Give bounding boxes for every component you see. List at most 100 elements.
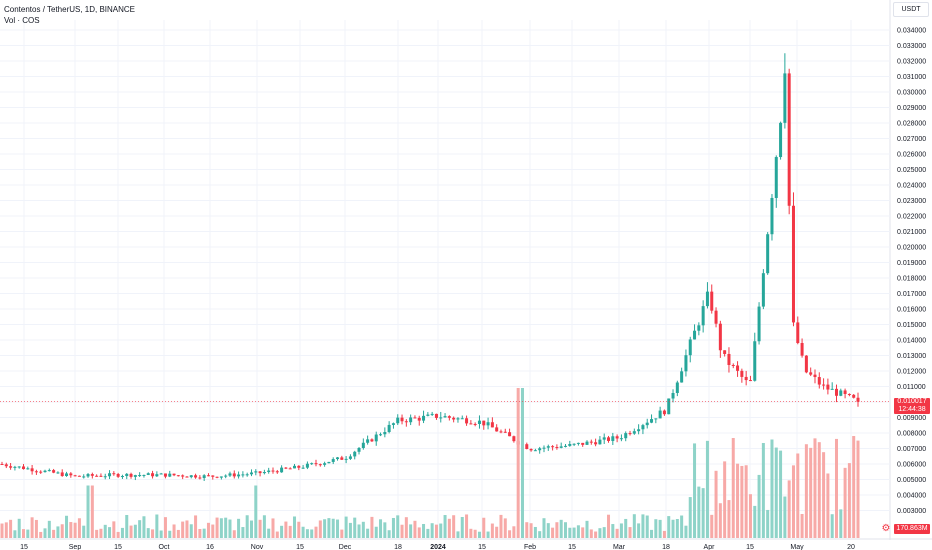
volume-bar — [766, 509, 770, 538]
candle-body — [52, 470, 56, 473]
price-tick-label: 0.009000 — [897, 415, 926, 422]
candle-body — [559, 446, 563, 448]
volume-bar — [499, 514, 503, 538]
price-tick-label: 0.014000 — [897, 338, 926, 345]
candle-body — [159, 473, 163, 475]
volume-bar — [336, 519, 340, 538]
volume-bar — [383, 522, 387, 538]
price-tick-label: 0.008000 — [897, 431, 926, 438]
volume-bar — [508, 530, 512, 538]
symbol-title[interactable]: Contentos / TetherUS, 1D, BINANCE — [4, 5, 136, 14]
candle-body — [275, 471, 279, 473]
time-tick-label: 15 — [478, 544, 486, 550]
volume-bar — [249, 520, 253, 538]
candle-body — [774, 157, 778, 198]
volume-bar — [13, 530, 17, 538]
candle-body — [34, 471, 38, 473]
volume-bar — [753, 505, 757, 538]
currency-button[interactable]: USDT — [893, 2, 929, 17]
candle-body — [43, 470, 47, 473]
volume-bar — [52, 529, 56, 538]
candle-body — [645, 422, 649, 426]
volume-bar — [258, 519, 262, 538]
time-tick-label: 16 — [206, 544, 214, 550]
candle-body — [796, 322, 800, 344]
volume-bar — [658, 519, 662, 538]
candle-body — [581, 442, 585, 445]
candle-body — [834, 388, 838, 396]
candle-body — [813, 374, 817, 378]
price-tick-label: 0.004000 — [897, 493, 926, 500]
volume-bar — [129, 525, 133, 538]
volume-bar — [555, 522, 559, 538]
time-tick-label: 18 — [662, 544, 670, 550]
candle-body — [185, 476, 189, 478]
legend: Contentos / TetherUS, 1D, BINANCE Vol · … — [4, 4, 135, 26]
candle-body — [822, 384, 826, 386]
volume-bar — [680, 515, 684, 538]
candle-body — [17, 466, 21, 468]
candle-body — [791, 205, 795, 323]
volume-bar — [318, 520, 322, 538]
candle-body — [495, 427, 499, 432]
candle-body — [589, 441, 593, 443]
volume-bar — [232, 530, 236, 538]
candle-body — [344, 458, 348, 460]
volume-bar — [473, 529, 477, 538]
price-tick-label: 0.023000 — [897, 198, 926, 205]
volume-bar — [826, 473, 830, 538]
candle-body — [374, 434, 378, 442]
volume-bar — [99, 528, 103, 538]
candle-body — [65, 473, 69, 477]
volume-bar — [482, 517, 486, 538]
volume-bar — [267, 528, 271, 538]
candle-body — [611, 436, 615, 441]
volume-bar — [701, 488, 705, 538]
candle-body — [219, 476, 223, 478]
volume-legend[interactable]: Vol · COS — [4, 16, 40, 25]
volume-bar — [314, 526, 318, 538]
candle-body — [598, 439, 602, 445]
price-tick-label: 0.013000 — [897, 353, 926, 360]
candle-body — [391, 423, 395, 425]
candle-body — [529, 448, 533, 451]
volume-bar — [275, 531, 279, 538]
price-tick-label: 0.018000 — [897, 276, 926, 283]
volume-bar — [800, 513, 804, 538]
candle-body — [353, 451, 357, 457]
volume-bar — [813, 438, 817, 538]
candle-body — [572, 443, 576, 445]
candle-body — [499, 431, 503, 433]
candle-body — [718, 323, 722, 351]
volume-bar — [516, 388, 520, 538]
volume-bar — [714, 470, 718, 538]
volume-bar — [185, 520, 189, 538]
volume-bar — [783, 496, 787, 538]
volume-bar — [495, 526, 499, 538]
candle-body — [839, 390, 843, 396]
volume-bar — [77, 518, 81, 538]
volume-bar — [108, 527, 112, 538]
volume-bar — [271, 518, 275, 538]
candle-body — [181, 475, 185, 477]
volume-bar — [417, 527, 421, 538]
candle-body — [817, 377, 821, 385]
volume-bar — [396, 515, 400, 538]
candle-body — [680, 371, 684, 383]
volume-bar — [856, 440, 860, 538]
volume-bar — [843, 467, 847, 538]
volume-bar — [30, 517, 34, 538]
candle-body — [0, 464, 4, 465]
volume-bar — [65, 515, 69, 538]
time-tick-label: Feb — [524, 544, 536, 550]
settings-icon[interactable]: ⚙ — [881, 523, 891, 534]
price-tick-label: 0.024000 — [897, 183, 926, 190]
candle-body — [684, 355, 688, 372]
candle-body — [697, 325, 701, 331]
volume-bar — [297, 521, 301, 538]
volume-bar — [422, 523, 426, 538]
volume-bar — [542, 518, 546, 538]
candle-body — [305, 463, 309, 468]
